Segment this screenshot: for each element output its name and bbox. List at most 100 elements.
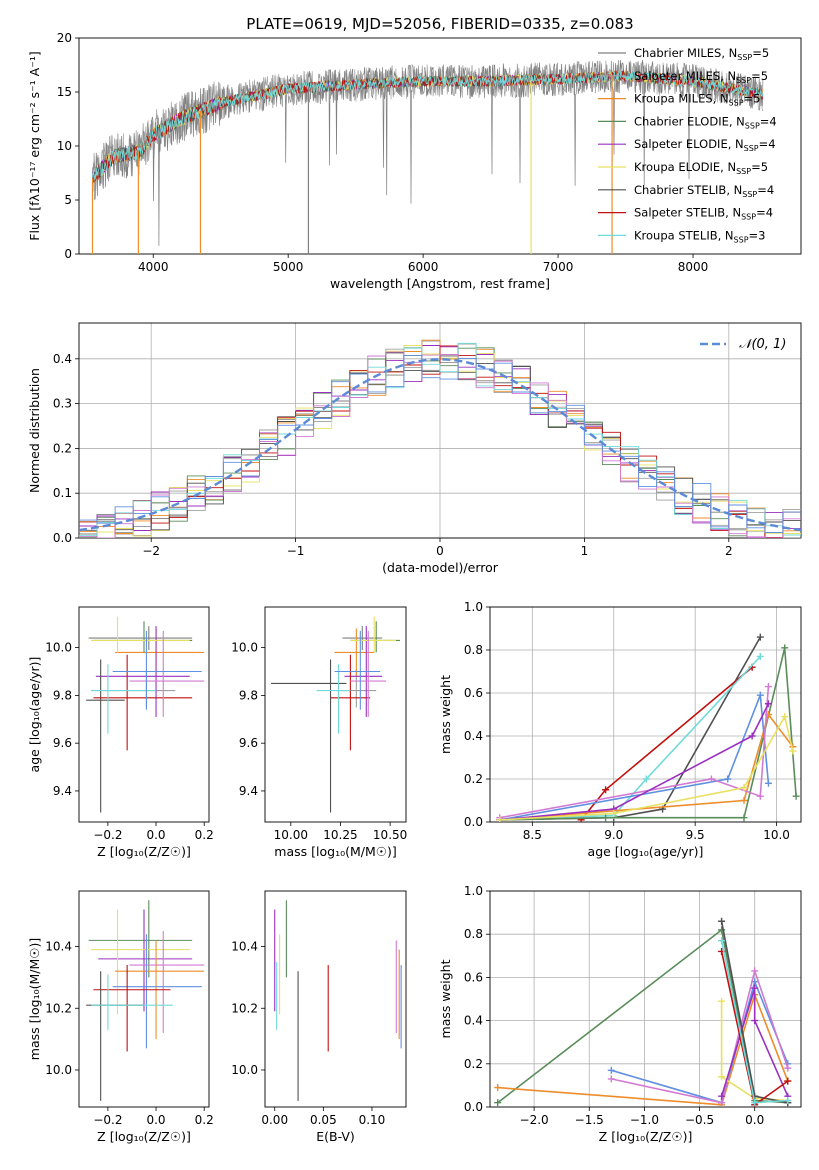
y-axis-label: mass weight [438, 959, 453, 1038]
weight-point-marker [781, 644, 789, 652]
y-tick-label: 5 [64, 193, 72, 207]
legend-sub: SSP [729, 99, 744, 108]
x-tick-label: 10.50 [373, 828, 407, 842]
weight-point-marker [751, 1017, 759, 1025]
legend-sub: SSP [734, 235, 749, 244]
y-tick-label: 10.4 [231, 940, 258, 954]
legend-tail: =4 [756, 206, 773, 220]
weight-point-marker [751, 967, 759, 975]
x-tick-label: −1 [287, 544, 305, 558]
legend-tail: =5 [751, 160, 768, 174]
y-tick-label: 10.2 [231, 1001, 258, 1015]
weight-point-marker [784, 1097, 792, 1105]
x-tick-label: 9.5 [686, 828, 705, 842]
legend-sub: SSP [736, 167, 751, 176]
y-tick-label: 0.3 [53, 397, 72, 411]
x-tick-label: −0.2 [93, 1113, 122, 1127]
weight-point-marker [642, 775, 650, 783]
y-tick-label: 0.8 [464, 643, 483, 657]
weight-point-marker [751, 1099, 759, 1107]
legend-entry: Salpeter ELODIE, NSSP=4 [634, 137, 776, 153]
y-tick-label: 10.0 [231, 1063, 258, 1077]
x-tick-label: −1.5 [575, 1113, 604, 1127]
y-tick-label: 0.4 [464, 729, 483, 743]
spectrum-series-line [92, 69, 764, 184]
chart-mass-weight-vs-Z: −2.0 −1.5 −1.0 −0.5 0.0 0.0 0.2 0.4 0.6 0.8 1.0 Z [… [438, 884, 802, 1144]
axes-frame [78, 890, 210, 1108]
x-tick-label: 10.00 [274, 828, 308, 842]
weight-point-marker [748, 732, 756, 740]
legend-text: Salpeter STELIB, N [634, 206, 741, 220]
y-tick-label: 1.0 [464, 884, 483, 898]
y-axis-label: Flux [fλ10⁻¹⁷ erg cm⁻² s⁻¹ A⁻¹] [27, 51, 42, 240]
chart-marks [270, 616, 401, 813]
legend-text: Kroupa STELIB, N [634, 228, 734, 242]
weight-point-marker [740, 814, 748, 822]
legend-tail: =5 [751, 69, 768, 83]
x-tick-label: −1.0 [630, 1113, 659, 1127]
y-tick-label: 10.2 [45, 1001, 72, 1015]
chart-spectrum: 4000 5000 6000 7000 8000 0 5 10 15 20 wavelength [… [27, 31, 802, 291]
weight-point-marker [740, 784, 748, 792]
axes-frame [78, 322, 802, 539]
legend-entry: Chabrier STELIB, NSSP=4 [634, 183, 774, 199]
weight-point-marker [707, 775, 715, 783]
weight-point-marker [602, 786, 610, 794]
axes-frame [489, 606, 802, 823]
x-tick-label: 7000 [543, 260, 574, 274]
axes-frame [489, 890, 802, 1108]
chart-marks [79, 339, 801, 538]
weight-point-marker [718, 1092, 726, 1100]
chart-mass-weight-vs-age: 8.5 9.0 9.5 10.0 0.0 0.2 0.4 0.6 0.8 1.0 age [log₁… [438, 600, 802, 859]
x-axis-label: Z [log₁₀(Z/Z☉)] [599, 1129, 693, 1144]
x-tick-label: 0.00 [261, 1113, 288, 1127]
y-tick-label: 10.0 [45, 641, 72, 655]
weight-point-marker [718, 997, 726, 1005]
x-tick-label: 0.10 [359, 1113, 386, 1127]
chart-mass-vs-ebv: 0.00 0.05 0.10 10.0 10.2 10.4 E(B-V) [231, 890, 407, 1144]
x-tick-label: 4000 [138, 260, 169, 274]
y-tick-label: 0.0 [53, 531, 72, 545]
legend-tail: =4 [757, 183, 774, 197]
weight-point-marker [610, 809, 618, 817]
x-axis-label: wavelength [Angstrom, rest frame] [330, 276, 550, 291]
weight-point-marker [756, 652, 764, 660]
chart-marks [91, 59, 764, 254]
figure-title: PLATE=0619, MJD=52056, FIBERID=0335, z=0… [246, 15, 633, 33]
weight-point-marker [718, 937, 726, 945]
x-tick-label: 10.0 [763, 828, 790, 842]
y-tick-label: 0.1 [53, 486, 72, 500]
x-axis-label: Z [log₁₀(Z/Z☉)] [97, 844, 191, 859]
legend-text: Chabrier STELIB, N [634, 183, 742, 197]
legend-tail: =5 [744, 92, 761, 106]
y-axis-label: mass weight [438, 675, 453, 754]
y-tick-label: 0.2 [53, 441, 72, 455]
y-tick-label: 0.2 [464, 1057, 483, 1071]
x-tick-label: 0.2 [195, 828, 214, 842]
y-tick-label: 15 [57, 85, 72, 99]
chart-mass-vs-Z: −0.2 0.0 0.2 10.0 10.2 10.4 Z [log₁₀(Z/Z☉)] mas… [27, 890, 214, 1144]
weight-series-line [497, 992, 789, 1106]
weight-series-line [499, 714, 794, 821]
weight-series-line [611, 968, 789, 1104]
legend-entry: Kroupa MILES, NSSP=5 [634, 92, 760, 108]
legend-text: Salpeter MILES, N [634, 69, 736, 83]
y-axis-label: mass [log₁₀(M/M☉)] [27, 938, 42, 1060]
weight-point-marker [789, 747, 797, 755]
weight-series-line [499, 655, 761, 821]
weight-series-line [499, 686, 770, 819]
y-tick-label: 9.8 [53, 688, 72, 702]
spectrum-series-line [92, 60, 764, 191]
y-tick-label: 1.0 [464, 600, 483, 614]
weight-point-marker [718, 917, 726, 925]
legend-sub: SSP [736, 76, 751, 85]
chart-marks [274, 900, 402, 1101]
legend-entry: Kroupa STELIB, NSSP=3 [634, 228, 765, 244]
legend-tail: =5 [752, 46, 769, 60]
legend-entry: Salpeter STELIB, NSSP=4 [634, 206, 773, 222]
x-tick-label: 0.0 [146, 1113, 165, 1127]
weight-series-line [497, 928, 788, 1104]
y-tick-label: 9.4 [53, 784, 72, 798]
x-tick-label: 10.25 [323, 828, 357, 842]
